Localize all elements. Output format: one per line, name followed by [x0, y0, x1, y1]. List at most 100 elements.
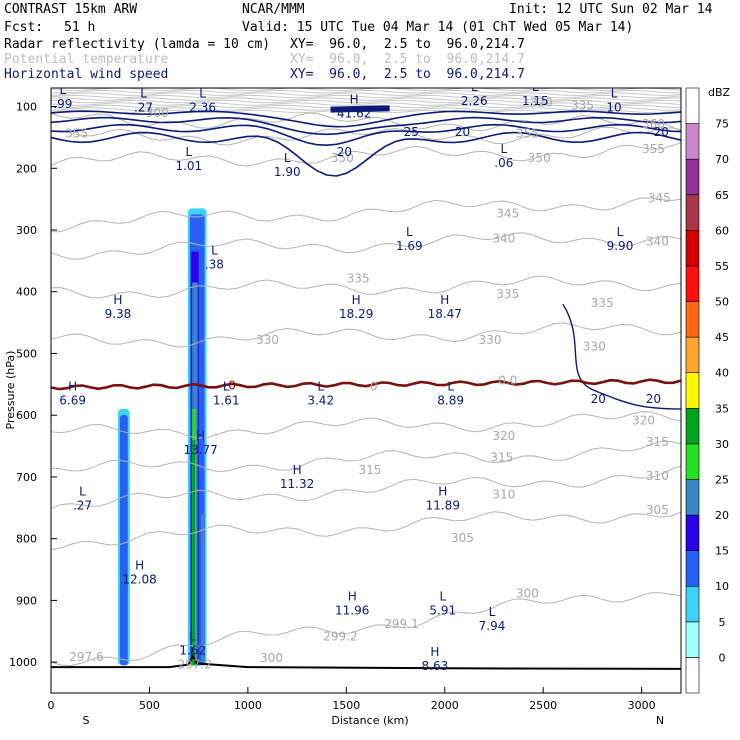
theta-contour-line	[51, 440, 681, 473]
y-tick-label: 100	[16, 101, 37, 114]
y-tick-label: 400	[16, 286, 37, 299]
colorbar-bin	[685, 194, 700, 231]
colorbar-bin	[685, 621, 700, 658]
y-tick-label: 1000	[9, 656, 37, 669]
theta-contour-label: 355	[642, 142, 665, 156]
north-label: N	[656, 714, 664, 727]
extremum-value: 12.08	[122, 573, 156, 587]
extremum-value: .06	[494, 156, 513, 170]
field-wind-xy: XY= 96.0, 2.5 to 96.0,214.7	[290, 67, 525, 82]
theta-contour-label: 330	[479, 333, 502, 347]
extremum-marker: L	[211, 244, 218, 258]
theta-contour-label: 305	[646, 503, 669, 517]
extremum-value: .27	[134, 100, 153, 114]
colorbar-tick-label: 45	[715, 331, 729, 344]
extremum-value: .99	[53, 97, 72, 111]
colorbar-tick-label: 20	[715, 509, 729, 522]
extremum-value: 8.89	[437, 394, 464, 408]
colorbar-bin	[685, 407, 700, 445]
wind-contour-line	[562, 303, 681, 410]
terrain-line	[51, 653, 681, 670]
theta-contour-label: 300	[146, 106, 169, 120]
theta-contour-line	[51, 232, 681, 260]
theta-contour-label: 320	[632, 413, 655, 427]
theta-contour-label: 297.2	[178, 657, 212, 671]
colorbar-tick-label: 70	[715, 153, 729, 166]
x-axis-ticks: 0 500 1000 1500 2000 2500 3000	[48, 687, 656, 712]
colorbar-tick-label: 0	[719, 651, 726, 664]
theta-contour-line	[51, 592, 681, 667]
colorbar-tick-label: 50	[715, 296, 729, 309]
field-reflectivity-name: Radar reflectivity (lamda = 10 cm)	[4, 37, 271, 52]
extremum-marker: L	[471, 80, 478, 94]
x-tick-label: 500	[139, 699, 160, 712]
extremum-marker: H	[113, 293, 122, 307]
extremum-value: 1.01	[175, 159, 202, 173]
reflectivity-column	[119, 415, 128, 666]
wind-contour-line	[51, 123, 681, 147]
center-label: NCAR/MMM	[242, 2, 305, 17]
theta-contour-label: 300	[516, 586, 539, 600]
theta-contour-label: 300	[260, 651, 283, 665]
reflectivity-layer	[117, 208, 207, 666]
field-wind-name: Horizontal wind speed	[4, 67, 169, 82]
extremum-marker: L	[439, 589, 446, 603]
theta-contour-label: 355	[516, 126, 539, 140]
y-axis-label: Pressure (hPa)	[4, 351, 17, 430]
x-axis-label: Distance (km)	[331, 714, 408, 727]
extremum-marker: L	[223, 380, 230, 394]
theta-contour-line	[51, 465, 681, 509]
theta-contour-label: 355	[65, 126, 88, 140]
x-tick-label: 2000	[431, 699, 459, 712]
freezing-level-label: 0	[228, 378, 236, 392]
extremum-marker: L	[185, 145, 192, 159]
y-tick-label: 500	[16, 347, 37, 360]
extremum-value: 2.36	[189, 100, 216, 114]
extremum-value: 7.94	[479, 619, 506, 633]
colorbar: dBZ 0 5 10 15 20 25 30 35 40 45 50 55 60 65 70 75	[685, 86, 731, 694]
wind-contour-line	[51, 110, 681, 128]
extremum-value: 13.77	[183, 443, 217, 457]
extremum-marker: H	[196, 429, 205, 443]
reflectivity-core	[200, 513, 206, 666]
colorbar-bin	[685, 479, 700, 516]
init-time: Init: 12 UTC Sun 02 Mar 14	[509, 2, 713, 17]
extremum-marker: H	[348, 589, 357, 603]
field-reflectivity-xy: XY= 96.0, 2.5 to 96.0,214.7	[290, 37, 525, 52]
extremum-marker: L	[189, 630, 196, 644]
wind-contours	[51, 105, 681, 410]
jet-core	[330, 105, 390, 113]
colorbar-tick-label: 60	[715, 224, 729, 237]
colorbar-tick-label: 40	[715, 367, 729, 380]
theta-contour-label: 297.6	[69, 650, 103, 664]
theta-contour-label: 340	[646, 234, 669, 248]
reflectivity-core	[192, 439, 196, 666]
theta-contour-line	[51, 94, 681, 99]
theta-contour-line	[51, 99, 681, 104]
extremum-marker: L	[447, 380, 454, 394]
y-axis-ticks: 100 200 300 400 500 600 700 800 900 1000	[9, 101, 57, 669]
extremum-marker: H	[68, 380, 77, 394]
extremum-marker: L	[79, 484, 86, 498]
freezing-level-line	[51, 378, 681, 391]
theta-contour-line	[51, 89, 681, 94]
extremum-marker: L	[532, 80, 539, 94]
extremum-marker: H	[350, 92, 359, 106]
extremum-marker: L	[199, 86, 206, 100]
theta-contour-label: 320	[492, 429, 515, 443]
y-tick-label: 300	[16, 224, 37, 237]
theta-contour-line	[51, 275, 681, 299]
theta-contour-line	[51, 92, 681, 96]
extremum-value: 1.62	[179, 644, 206, 658]
extremum-value: .27	[73, 498, 92, 512]
colorbar-bin	[685, 336, 700, 374]
wind-contour-line	[51, 116, 681, 136]
valid-time: Valid: 15 UTC Tue 04 Mar 14 (01 ChT Wed …	[242, 20, 634, 35]
theta-contour-line	[51, 411, 681, 439]
theta-contour-line	[51, 142, 681, 167]
field-theta-xy: XY= 96.0, 2.5 to 96.0,214.7	[290, 52, 525, 67]
colorbar-bin	[685, 158, 700, 196]
theta-contour-label: 299.1	[384, 617, 418, 631]
theta-contour-label: 350	[331, 151, 354, 165]
theta-contour-label: 335	[571, 99, 594, 113]
